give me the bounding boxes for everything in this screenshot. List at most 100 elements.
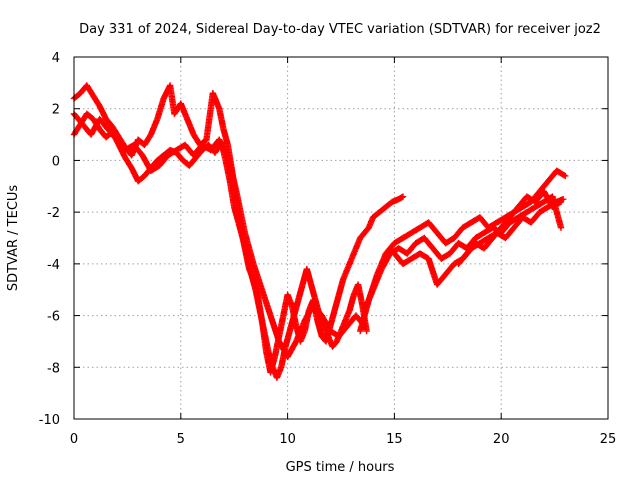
data-point — [472, 230, 487, 242]
data-point — [416, 250, 431, 262]
data-point — [438, 251, 452, 262]
series-2 — [70, 110, 370, 381]
series-7 — [455, 188, 565, 268]
data-point — [154, 152, 166, 164]
x-tick-label: 10 — [279, 432, 296, 447]
data-point — [250, 260, 265, 292]
x-tick-label: 15 — [386, 432, 403, 447]
data-point — [425, 219, 440, 235]
data-point — [258, 286, 274, 318]
y-tick-label: -4 — [47, 258, 60, 273]
data-point — [147, 117, 160, 138]
y-tick-label: -2 — [47, 206, 60, 221]
data-point — [331, 293, 342, 314]
data-point — [134, 173, 147, 185]
data-point — [391, 235, 405, 247]
data-point — [301, 303, 316, 324]
data-point — [498, 215, 512, 231]
y-tick-label: -8 — [47, 361, 60, 376]
data-point — [154, 96, 167, 123]
data-point — [130, 141, 145, 158]
data-point — [480, 235, 495, 252]
y-axis-label: SDTVAR / TECUs — [6, 185, 21, 292]
data-point — [519, 199, 534, 211]
data-point — [442, 261, 457, 278]
x-tick-label: 25 — [600, 432, 617, 447]
data-point — [139, 152, 154, 173]
data-point — [553, 167, 568, 179]
axis-ticks: 0 5 10 15 20 25 -10 -8 -6 -4 -2 0 2 4 — [39, 51, 617, 447]
data-point — [141, 132, 154, 149]
data-point — [357, 230, 367, 242]
data-point — [290, 298, 302, 319]
x-tick-label: 5 — [177, 432, 185, 447]
data-point — [256, 307, 267, 333]
data-point — [96, 115, 111, 132]
series-3 — [70, 110, 368, 361]
data-point — [192, 147, 205, 162]
data-point — [318, 312, 333, 333]
x-tick-label: 20 — [493, 432, 510, 447]
data-point — [156, 153, 171, 169]
grid-layer — [74, 57, 608, 419]
data-point — [532, 199, 546, 211]
data-point — [216, 105, 227, 132]
data-point — [502, 225, 517, 242]
data-point — [335, 323, 350, 340]
data-point — [493, 214, 508, 226]
data-point — [265, 348, 276, 370]
data-point — [557, 198, 565, 205]
data-point — [540, 188, 555, 209]
data-point — [421, 234, 436, 251]
data-point — [96, 102, 109, 121]
data-point — [506, 214, 521, 226]
data-point — [224, 152, 240, 194]
data-point — [216, 136, 231, 158]
data-point — [102, 115, 115, 129]
data-point — [295, 282, 306, 304]
series-4 — [357, 167, 569, 335]
data-marks — [70, 82, 569, 381]
data-point — [549, 199, 563, 211]
data-point — [292, 319, 308, 345]
data-point — [527, 210, 542, 226]
data-point — [209, 90, 222, 111]
x-axis-label: GPS time / hours — [286, 460, 395, 475]
data-point — [282, 329, 293, 350]
data-point — [557, 224, 565, 231]
data-point — [164, 147, 179, 159]
data-point — [329, 339, 340, 350]
data-point — [363, 327, 370, 335]
data-point — [307, 281, 319, 302]
y-tick-label: 4 — [52, 51, 60, 66]
data-point — [523, 204, 538, 216]
data-point — [536, 179, 551, 195]
chart-title: Day 331 of 2024, Sidereal Day-to-day VTE… — [79, 22, 601, 37]
data-point — [128, 164, 141, 184]
data-point — [235, 219, 246, 240]
data-point — [376, 204, 388, 216]
data-point — [239, 234, 250, 256]
data-point — [87, 117, 103, 138]
data-point — [399, 256, 414, 268]
data-point — [248, 271, 259, 292]
data-point — [241, 229, 257, 266]
data-point — [303, 265, 314, 287]
data-point — [455, 251, 470, 268]
data-point — [399, 193, 407, 200]
x-tick-label: 0 — [70, 432, 78, 447]
data-point — [147, 163, 162, 174]
data-point — [382, 241, 397, 257]
data-point — [122, 154, 135, 171]
data-point — [233, 188, 248, 235]
data-point — [220, 126, 231, 147]
data-point — [451, 225, 466, 242]
y-tick-label: 0 — [52, 154, 60, 169]
data-point — [109, 123, 122, 140]
data-point — [314, 317, 325, 339]
data-point — [404, 241, 419, 257]
data-point — [369, 267, 385, 293]
data-point — [506, 204, 521, 221]
data-point — [186, 155, 199, 169]
